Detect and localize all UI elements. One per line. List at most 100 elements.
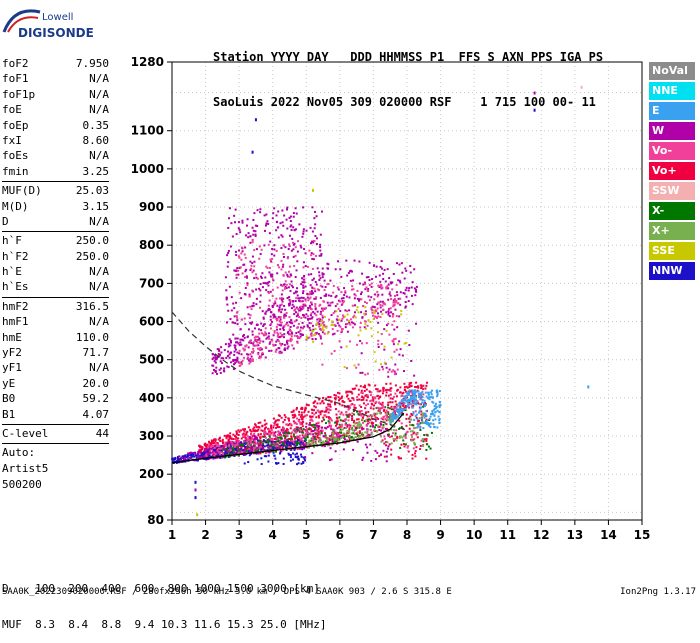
echo-point-f-layer [214, 438, 217, 441]
echo-point-f-layer [344, 441, 347, 444]
echo-point-upper [283, 214, 286, 217]
echo-point-second-hop [318, 320, 321, 323]
echo-point-f-layer [412, 399, 415, 402]
echo-point-upper [292, 241, 295, 244]
echo-point-f-layer [298, 439, 301, 442]
echo-point-upper [254, 224, 257, 227]
echo-point-f-layer [252, 427, 255, 430]
echo-point-upper [259, 208, 262, 211]
echo-point-second-hop [269, 311, 272, 314]
echo-point-second-hop [310, 292, 313, 295]
echo-point-second-hop [414, 288, 417, 291]
echo-point-second-hop [303, 325, 306, 328]
echo-point-second-hop [405, 286, 408, 289]
echo-point-f-layer [259, 436, 262, 439]
echo-point-f-layer [406, 386, 409, 389]
echo-point-f-layer [397, 408, 400, 411]
echo-point-f-layer [374, 384, 377, 387]
echo-point-upper [280, 293, 283, 296]
echo-point-f-layer [267, 438, 270, 441]
echo-point-upper [269, 240, 272, 243]
echo-point-upper [253, 212, 256, 215]
echo-point-second-hop [291, 332, 294, 335]
echo-point-f-layer [265, 455, 268, 458]
echo-point-f-layer [345, 413, 348, 416]
echo-point-f-layer [341, 419, 344, 422]
echo-point-f-layer [383, 437, 386, 440]
echo-point-f-layer [432, 423, 435, 426]
echo-point-second-hop [335, 318, 338, 321]
echo-point-second-hop [227, 350, 230, 353]
echo-point-second-hop [255, 340, 258, 343]
echo-point-f-layer [403, 395, 406, 398]
echo-point-f-layer [425, 419, 428, 422]
echo-point-second-hop [314, 305, 317, 308]
echo-point-f-layer [294, 455, 297, 458]
echo-point-second-hop [250, 351, 253, 354]
echo-point-second-hop [377, 321, 380, 324]
echo-point-upper [310, 242, 313, 245]
echo-point-f-layer [351, 387, 354, 390]
echo-point-f-layer [315, 442, 318, 445]
echo-point-second-hop [379, 265, 382, 268]
echo-point-f-layer [352, 429, 355, 432]
echo-point-f-layer [414, 385, 417, 388]
echo-point-second-hop [308, 336, 311, 339]
echo-point-second-hop [285, 323, 288, 326]
echo-point-f-layer [416, 422, 419, 425]
echo-point-upper [311, 240, 314, 243]
echo-point-f-layer [218, 447, 221, 450]
echo-point-second-hop [221, 362, 224, 365]
echo-point-second-hop [333, 349, 336, 352]
echo-point-f-layer [308, 423, 311, 426]
echo-point-f-layer [393, 425, 396, 428]
echo-point-second-hop [306, 296, 309, 299]
echo-point-f-layer [421, 415, 424, 418]
echo-point-f-layer [278, 426, 281, 429]
echo-point-f-layer [244, 439, 247, 442]
echo-point-f-layer [412, 411, 415, 414]
echo-point-f-layer [358, 435, 361, 438]
echo-point-f-layer [211, 444, 214, 447]
echo-point-f-layer [285, 438, 288, 441]
echo-point-f-layer [344, 423, 347, 426]
echo-point-f-layer [369, 399, 372, 402]
echo-point-f-layer [307, 442, 310, 445]
echo-point-second-hop [339, 325, 342, 328]
distance-row: D 100 200 400 600 800 1000 1500 3000 [km… [2, 582, 320, 595]
echo-point-second-hop [316, 267, 319, 270]
legend-entry-ssw: SSW [649, 182, 695, 200]
echo-point-f-layer [318, 438, 321, 441]
echo-point-f-layer [424, 401, 427, 404]
echo-point-second-hop [334, 296, 337, 299]
echo-point-second-hop [396, 302, 399, 305]
echo-point-second-hop [223, 367, 226, 370]
echo-point-upper [252, 302, 255, 305]
echo-point-second-hop [331, 301, 334, 304]
echo-point-f-layer [322, 441, 325, 444]
x-tick-label: 6 [336, 528, 344, 542]
echo-point-f-layer [321, 426, 324, 429]
echo-point-f-layer [358, 398, 361, 401]
echo-point-f-layer [227, 445, 230, 448]
echo-point-f-layer [438, 406, 441, 409]
echo-point-f-layer [352, 432, 355, 435]
echo-point-f-layer [421, 395, 424, 398]
echo-point-f-layer [265, 451, 268, 454]
echo-point-second-hop [236, 358, 239, 361]
echo-point-f-layer [210, 447, 213, 450]
echo-point-f-layer [343, 433, 346, 436]
echo-point-second-hop [222, 357, 225, 360]
echo-point-f-layer [236, 439, 239, 442]
echo-point-f-layer [387, 418, 390, 421]
echo-point-f-layer [389, 389, 392, 392]
echo-point-f-layer [232, 438, 235, 441]
echo-point-f-layer [319, 413, 322, 416]
echo-point-second-hop [248, 341, 251, 344]
echo-point-f-layer [346, 405, 349, 408]
echo-point-second-hop [333, 332, 336, 335]
echo-point-f-layer [223, 455, 226, 458]
echo-point-second-hop [310, 273, 313, 276]
echo-point-f-layer [285, 444, 288, 447]
echo-point-f-layer [334, 398, 337, 401]
